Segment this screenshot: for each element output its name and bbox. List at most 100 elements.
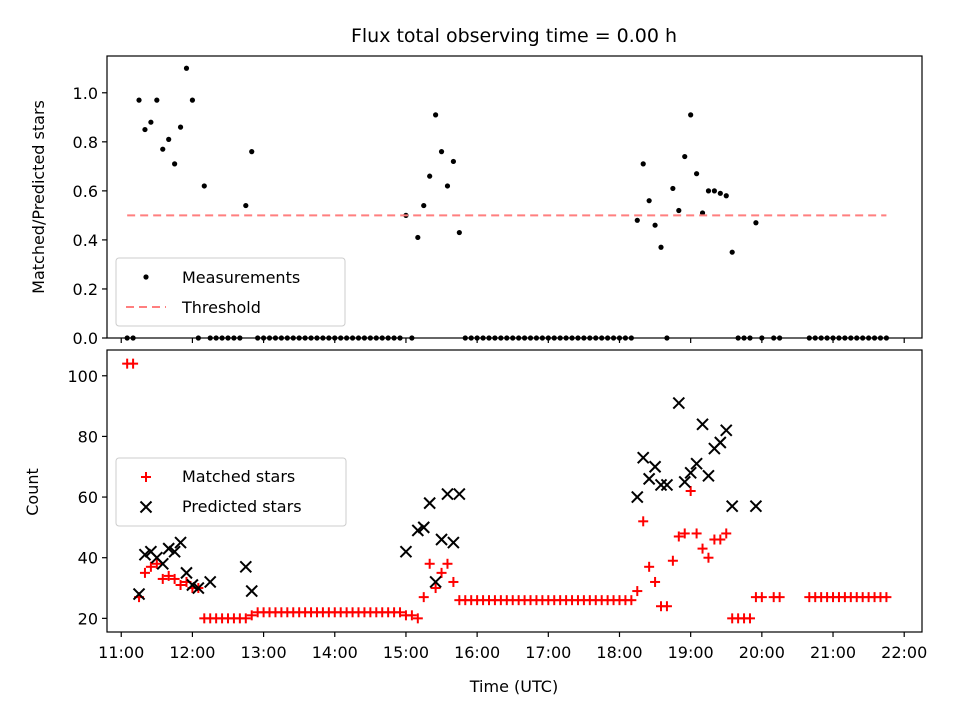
predicted-star-point bbox=[631, 490, 644, 504]
x-tick-label: 20:00 bbox=[739, 643, 785, 662]
measurement-point bbox=[634, 217, 640, 223]
measurement-point bbox=[177, 124, 184, 130]
x-tick-label: 22:00 bbox=[881, 643, 927, 662]
predicted-star-point bbox=[684, 466, 697, 480]
measurement-point bbox=[433, 112, 439, 118]
measurement-point bbox=[427, 173, 433, 179]
measurement-point bbox=[693, 171, 700, 177]
measurement-point bbox=[658, 244, 664, 250]
measurement-point bbox=[753, 220, 759, 226]
matched-star-point bbox=[756, 592, 767, 603]
measurement-point bbox=[421, 202, 427, 209]
measurement-point bbox=[723, 193, 729, 199]
matched-star-point bbox=[721, 528, 732, 539]
x-tick-label: 17:00 bbox=[525, 643, 571, 662]
predicted-star-point bbox=[714, 436, 727, 449]
predicted-star-point bbox=[435, 533, 448, 546]
predicted-star-point bbox=[186, 578, 199, 592]
measurement-point bbox=[717, 190, 723, 196]
measurement-point bbox=[142, 126, 148, 133]
predicted-star-point bbox=[174, 536, 187, 549]
matched-star-point bbox=[175, 580, 186, 590]
matched-star-point bbox=[139, 567, 150, 578]
predicted-star-point bbox=[180, 566, 193, 580]
matched-star-point bbox=[406, 610, 417, 621]
predicted-star-point bbox=[648, 460, 662, 473]
predicted-star-point bbox=[245, 584, 258, 598]
measurement-point bbox=[699, 210, 706, 216]
measurement-point bbox=[201, 183, 207, 189]
bottom-y-tick-label: 40 bbox=[78, 549, 98, 568]
predicted-star-point bbox=[702, 469, 715, 483]
predicted-star-point bbox=[239, 560, 253, 574]
bottom-plot-frame bbox=[106, 349, 923, 633]
matched-star-point bbox=[145, 561, 156, 572]
top-panel: 0.0 0.2 0.4 0.6 0.8 1.0 Matched/Predicted sta… bbox=[29, 55, 923, 348]
predicted-star-point bbox=[411, 524, 425, 537]
bottom-y-tick-label: 100 bbox=[67, 367, 98, 386]
predicted-star-point bbox=[132, 587, 146, 601]
measurement-point bbox=[450, 158, 457, 165]
matched-star-point bbox=[163, 570, 174, 581]
matched-star-point bbox=[157, 573, 168, 584]
matched-star-point bbox=[691, 528, 702, 539]
matched-star-point bbox=[685, 486, 696, 496]
x-tick-label: 13:00 bbox=[241, 643, 287, 662]
predicted-star-point bbox=[429, 575, 442, 589]
matched-star-point bbox=[442, 558, 453, 569]
matched-star-point bbox=[240, 613, 251, 624]
top-y-tick-label: 0.6 bbox=[73, 182, 98, 201]
matched-star-point bbox=[626, 595, 637, 606]
top-y-axis: 0.0 0.2 0.4 0.6 0.8 1.0 bbox=[73, 84, 107, 348]
measurement-point bbox=[676, 207, 682, 214]
predicted-star-point bbox=[162, 542, 175, 555]
matched-star-point bbox=[436, 567, 447, 578]
predicted-star-point bbox=[678, 475, 691, 489]
measurement-point bbox=[646, 198, 652, 204]
measurement-point bbox=[166, 136, 172, 142]
measurement-point bbox=[154, 97, 160, 103]
x-tick-label: 21:00 bbox=[810, 643, 856, 662]
top-legend: Measurements Threshold bbox=[115, 257, 346, 327]
predicted-star-point bbox=[192, 581, 205, 595]
predicted-star-point bbox=[168, 545, 181, 558]
x-tick-label: 12:00 bbox=[169, 643, 215, 662]
predicted-star-point bbox=[453, 487, 466, 501]
matched-star-point bbox=[632, 586, 643, 597]
matched-star-point bbox=[418, 592, 429, 603]
measurement-point bbox=[183, 65, 190, 71]
predicted-star-point bbox=[642, 472, 656, 486]
measurement-point bbox=[688, 112, 694, 118]
measurement-point bbox=[444, 183, 451, 189]
legend-predicted-marker bbox=[139, 500, 153, 514]
measurement-point bbox=[249, 149, 255, 155]
bottom-legend: Matched stars Predicted stars bbox=[115, 457, 347, 527]
predicted-star-point bbox=[637, 451, 650, 464]
predicted-star-point bbox=[696, 418, 709, 431]
predicted-star-point bbox=[156, 557, 169, 570]
measurements-series bbox=[124, 65, 890, 341]
predicted-star-point bbox=[423, 496, 436, 510]
measurement-point bbox=[136, 97, 142, 103]
top-legend-box bbox=[115, 257, 346, 327]
predicted-star-point bbox=[204, 575, 217, 589]
measurement-point bbox=[729, 249, 735, 255]
x-axis-label: Time (UTC) bbox=[469, 677, 558, 696]
x-tick-label: 15:00 bbox=[383, 643, 429, 662]
legend-threshold-label: Threshold bbox=[181, 298, 261, 317]
matched-star-point bbox=[673, 531, 684, 542]
x-tick-label: 16:00 bbox=[454, 643, 500, 662]
measurement-point bbox=[172, 161, 178, 167]
measurement-point bbox=[415, 234, 421, 241]
matched-star-point bbox=[151, 558, 162, 569]
predicted-star-point bbox=[399, 545, 413, 558]
chart-title: Flux total observing time = 0.00 h bbox=[351, 25, 677, 47]
x-tick-label: 14:00 bbox=[312, 643, 358, 662]
bottom-x-axis: 11:00 12:00 13:00 14:00 15:00 16:00 17:00 18:00… bbox=[98, 632, 927, 662]
matched-star-point bbox=[638, 516, 649, 527]
matched-star-point bbox=[412, 613, 423, 624]
top-plot-frame bbox=[106, 55, 923, 339]
top-y-axis-label: Matched/Predicted stars bbox=[29, 100, 48, 294]
measurement-point bbox=[670, 185, 676, 192]
